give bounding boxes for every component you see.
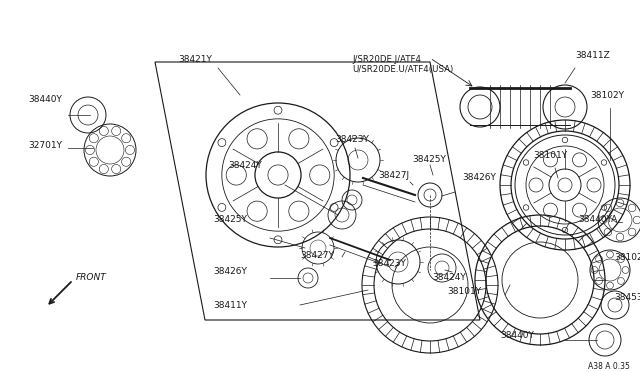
Text: 38411Z: 38411Z	[575, 51, 610, 60]
Text: 32701Y: 32701Y	[28, 141, 62, 150]
Text: A38 A 0.35: A38 A 0.35	[588, 362, 630, 371]
Text: J/SR20DE.J/ATF4
U/SR20DE.U/ATF4(USA): J/SR20DE.J/ATF4 U/SR20DE.U/ATF4(USA)	[352, 55, 453, 74]
Text: 38411Y: 38411Y	[213, 301, 247, 310]
Text: 38101Y: 38101Y	[447, 288, 481, 296]
Text: 38423Y: 38423Y	[372, 259, 406, 267]
Text: 38424Y: 38424Y	[228, 160, 262, 170]
Text: 38440Y: 38440Y	[500, 330, 534, 340]
Text: 38425Y: 38425Y	[412, 155, 446, 164]
Text: FRONT: FRONT	[76, 273, 107, 282]
Text: 38440YA: 38440YA	[578, 215, 617, 224]
Text: 38440Y: 38440Y	[28, 96, 62, 105]
Text: 38424Y: 38424Y	[432, 273, 466, 282]
Text: 38426Y: 38426Y	[213, 267, 247, 276]
Text: 38421Y: 38421Y	[178, 55, 212, 64]
Text: 38453Y: 38453Y	[614, 294, 640, 302]
Text: 38101Y: 38101Y	[533, 151, 567, 160]
Text: 38102Y: 38102Y	[614, 253, 640, 263]
Text: 38427J: 38427J	[378, 170, 409, 180]
Text: 38425Y: 38425Y	[213, 215, 247, 224]
Text: 38427Y: 38427Y	[300, 250, 334, 260]
Text: 38426Y: 38426Y	[462, 173, 496, 183]
Text: 38423Y: 38423Y	[335, 135, 369, 144]
Text: 38102Y: 38102Y	[590, 90, 624, 99]
